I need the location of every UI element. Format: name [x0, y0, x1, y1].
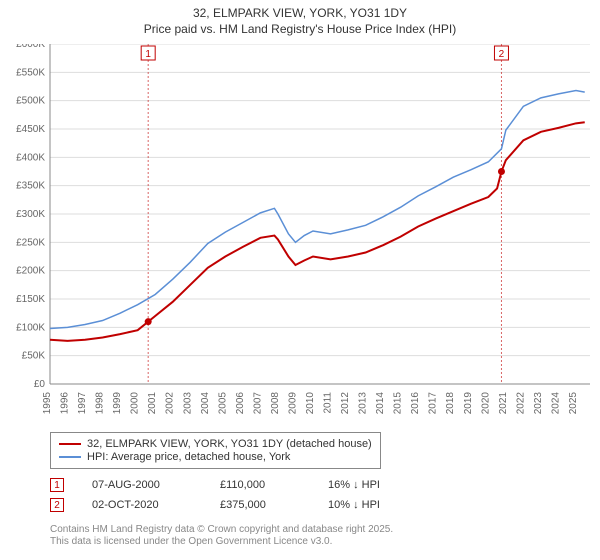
svg-text:2010: 2010 — [305, 392, 316, 415]
legend-label: HPI: Average price, detached house, York — [87, 451, 290, 463]
svg-text:£400K: £400K — [16, 152, 45, 163]
svg-text:£550K: £550K — [16, 67, 45, 78]
svg-text:£300K: £300K — [16, 209, 45, 220]
svg-text:2018: 2018 — [445, 392, 456, 415]
svg-text:2000: 2000 — [130, 392, 141, 415]
svg-text:£250K: £250K — [16, 237, 45, 248]
svg-text:1: 1 — [145, 49, 151, 60]
svg-text:2020: 2020 — [480, 392, 491, 415]
svg-text:2022: 2022 — [515, 392, 526, 415]
legend-box: 32, ELMPARK VIEW, YORK, YO31 1DY (detach… — [50, 432, 381, 469]
svg-text:2006: 2006 — [235, 392, 246, 415]
datapoint-marker: 1 — [50, 478, 64, 492]
marker-dot-2 — [498, 168, 505, 175]
svg-text:2008: 2008 — [270, 392, 281, 415]
data-points-table: 1 07-AUG-2000 £110,000 16% ↓ HPI 2 02-OCT-202… — [50, 478, 380, 518]
svg-text:2013: 2013 — [358, 392, 369, 415]
datapoint-row: 2 02-OCT-2020 £375,000 10% ↓ HPI — [50, 498, 380, 512]
svg-text:2003: 2003 — [182, 392, 193, 415]
svg-text:1998: 1998 — [95, 392, 106, 415]
svg-text:£450K: £450K — [16, 124, 45, 135]
svg-text:2023: 2023 — [533, 392, 544, 415]
legend-block: 32, ELMPARK VIEW, YORK, YO31 1DY (detach… — [50, 432, 550, 469]
svg-text:2014: 2014 — [375, 392, 386, 415]
svg-text:£350K: £350K — [16, 181, 45, 192]
svg-text:2015: 2015 — [393, 392, 404, 415]
legend-label: 32, ELMPARK VIEW, YORK, YO31 1DY (detach… — [87, 438, 372, 450]
svg-text:2004: 2004 — [200, 392, 211, 415]
svg-text:2005: 2005 — [217, 392, 228, 415]
svg-text:£50K: £50K — [22, 351, 46, 362]
series-hpi — [50, 90, 585, 328]
chart-container: 32, ELMPARK VIEW, YORK, YO31 1DY Price p… — [0, 0, 600, 560]
svg-text:£150K: £150K — [16, 294, 45, 305]
datapoint-marker: 2 — [50, 498, 64, 512]
svg-text:2017: 2017 — [428, 392, 439, 415]
chart-svg: £0 £50K £100K £150K £200K £250K £300K £350K £400… — [0, 44, 600, 424]
datapoint-date: 02-OCT-2020 — [92, 499, 192, 511]
svg-text:1997: 1997 — [77, 392, 88, 415]
datapoint-row: 1 07-AUG-2000 £110,000 16% ↓ HPI — [50, 478, 380, 492]
svg-text:2002: 2002 — [165, 392, 176, 415]
svg-text:2021: 2021 — [498, 392, 509, 415]
legend-row: 32, ELMPARK VIEW, YORK, YO31 1DY (detach… — [59, 438, 372, 450]
title-line-2: Price paid vs. HM Land Registry's House … — [0, 22, 600, 38]
marker-dot-1 — [145, 318, 152, 325]
footnote: Contains HM Land Registry data © Crown c… — [50, 524, 393, 548]
footnote-line-2: This data is licensed under the Open Gov… — [50, 536, 393, 548]
svg-text:£500K: £500K — [16, 96, 45, 107]
svg-text:2024: 2024 — [550, 392, 561, 415]
svg-text:£200K: £200K — [16, 266, 45, 277]
svg-text:2019: 2019 — [463, 392, 474, 415]
svg-text:1995: 1995 — [42, 392, 53, 415]
legend-swatch — [59, 456, 81, 458]
svg-text:2: 2 — [499, 49, 505, 60]
legend-row: HPI: Average price, detached house, York — [59, 451, 372, 463]
svg-text:£100K: £100K — [16, 322, 45, 333]
svg-text:2007: 2007 — [252, 392, 263, 415]
title-line-1: 32, ELMPARK VIEW, YORK, YO31 1DY — [0, 6, 600, 22]
svg-text:2012: 2012 — [340, 392, 351, 415]
legend-swatch — [59, 443, 81, 445]
datapoint-date: 07-AUG-2000 — [92, 479, 192, 491]
svg-text:1999: 1999 — [112, 392, 123, 415]
svg-text:2009: 2009 — [287, 392, 298, 415]
svg-text:2025: 2025 — [568, 392, 579, 415]
footnote-line-1: Contains HM Land Registry data © Crown c… — [50, 524, 393, 536]
datapoint-delta: 10% ↓ HPI — [328, 499, 380, 511]
chart-area: £0 £50K £100K £150K £200K £250K £300K £350K £400… — [0, 44, 600, 424]
datapoint-delta: 16% ↓ HPI — [328, 479, 380, 491]
svg-text:2016: 2016 — [410, 392, 421, 415]
datapoint-price: £375,000 — [220, 499, 300, 511]
title-block: 32, ELMPARK VIEW, YORK, YO31 1DY Price p… — [0, 0, 600, 37]
svg-text:2011: 2011 — [323, 392, 334, 414]
svg-text:£0: £0 — [34, 379, 46, 390]
svg-text:2001: 2001 — [147, 392, 158, 415]
svg-text:1996: 1996 — [60, 392, 71, 415]
datapoint-price: £110,000 — [220, 479, 300, 491]
svg-text:£600K: £600K — [16, 44, 45, 50]
